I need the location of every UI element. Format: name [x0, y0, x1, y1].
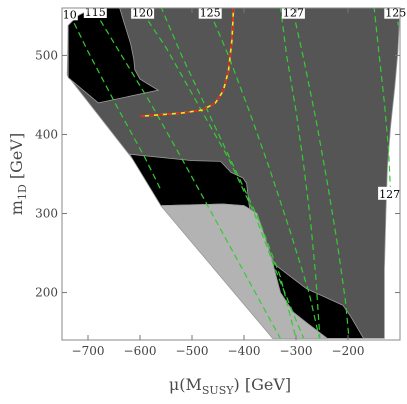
contour-line-4 [292, 12, 350, 339]
region-black-upper-left [67, 8, 160, 104]
y-axis-label-sub: 1D [16, 184, 29, 200]
x-tick-label-0: −700 [72, 344, 105, 358]
contour-line-8 [160, 8, 297, 339]
contour-label-2: 120 [132, 7, 153, 20]
plot-frame [61, 7, 401, 341]
x-tick-label-2: −500 [176, 344, 209, 358]
contour-line-0 [69, 14, 162, 191]
contours-layer [69, 8, 399, 339]
x-tick-label-1: −600 [124, 344, 157, 358]
contour-line-7 [279, 8, 321, 339]
contour-label-3: 125 [200, 7, 221, 20]
x-tick-label-4: −300 [280, 344, 313, 358]
y-tick-label-2: 400 [35, 127, 58, 141]
ticks-layer: −700 −600 −500 −400 −300 −200 200 300 400 500 [35, 8, 400, 358]
contour-line-2 [142, 12, 305, 339]
x-axis-label-unit: ) [GeV] [234, 375, 292, 394]
contour-label-0: 10 [63, 8, 77, 21]
y-tick-label-1: 300 [35, 207, 58, 221]
contour-label-bg-3 [198, 5, 222, 19]
contour-label-4: 127 [283, 7, 304, 20]
contour-line-1 [94, 11, 281, 339]
y-tick-label-0: 200 [35, 286, 58, 300]
x-tick-label-3: −400 [228, 344, 261, 358]
x-tick-label-5: −200 [332, 344, 365, 358]
y-axis-label: m1D [GeV] [7, 133, 29, 215]
region-light-gray-lower [159, 203, 329, 339]
y-axis-label-unit: [GeV] [7, 133, 26, 184]
regions-layer [66, 8, 400, 339]
y-tick-label-3: 500 [35, 48, 58, 62]
boundary-curve-dashes [139, 8, 235, 118]
contour-label-6: 127 [379, 188, 400, 201]
contour-line-6 [373, 8, 392, 194]
x-axis-label-sub: SUSY [202, 384, 234, 397]
boundary-layer [139, 8, 235, 118]
contour-label-bg-2 [131, 5, 155, 19]
x-axis-label: μ(MSUSY) [GeV] [169, 375, 291, 397]
contour-label-5: 125 [385, 7, 406, 20]
x-axis-label-main: μ(M [169, 375, 202, 394]
contour-label-bg-5 [384, 5, 407, 19]
y-axis-label-main: m [7, 200, 26, 215]
contour-label-bg-4 [281, 5, 305, 19]
contour-label-1: 115 [85, 6, 106, 19]
contour-label-bg-0 [61, 7, 78, 21]
contour-label-bg-6 [378, 186, 402, 200]
